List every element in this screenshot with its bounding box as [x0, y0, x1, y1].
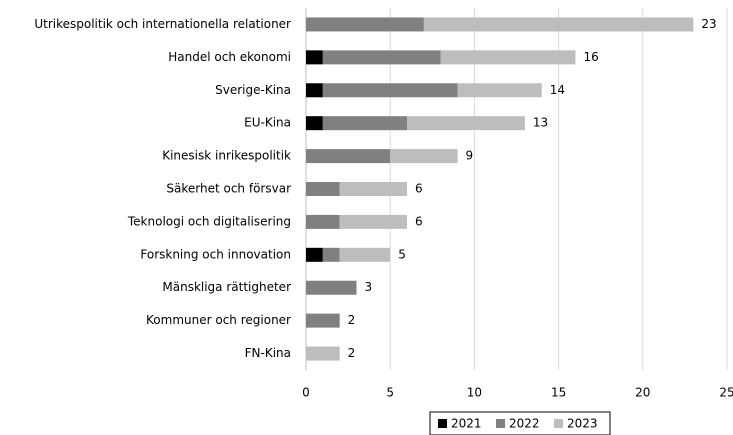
y-tick-label: Utrikespolitik och internationella relat… [34, 17, 291, 31]
bar-segment [306, 214, 340, 229]
y-tick-label: Forskning och innovation [140, 247, 291, 261]
total-label: 23 [701, 17, 716, 31]
bar-segment [306, 182, 340, 196]
bar-segment [339, 247, 391, 262]
y-tick-label: Säkerhet och försvar [166, 182, 291, 196]
legend-swatch [496, 419, 505, 428]
x-tick-label: 10 [467, 386, 482, 400]
y-tick-label: FN-Kina [245, 346, 291, 360]
bar-segment [339, 182, 408, 196]
bar-segment [322, 247, 340, 262]
bar-segment [306, 346, 340, 361]
legend-label: 2022 [509, 417, 540, 431]
bar-segment [440, 50, 576, 65]
bar-segment [390, 149, 458, 164]
total-label: 6 [415, 214, 423, 228]
total-label: 3 [365, 280, 373, 294]
y-tick-label: Sverige-Kina [215, 83, 291, 97]
bar-segment [306, 280, 357, 295]
total-label: 2 [348, 346, 356, 360]
x-tick-label: 20 [635, 386, 650, 400]
bar-segment [339, 214, 408, 229]
bar-segment [322, 50, 441, 65]
x-tick-label: 15 [551, 386, 566, 400]
total-label: 9 [466, 149, 474, 163]
legend-label: 2021 [451, 417, 482, 431]
bar-segment [306, 116, 323, 131]
bar-segment [306, 313, 340, 328]
y-tick-label: Handel och ekonomi [168, 50, 291, 64]
bar-segment [306, 17, 424, 32]
legend-box [429, 411, 611, 435]
bar-segment [322, 83, 458, 98]
bar-segment [306, 149, 391, 164]
bar-segment [306, 83, 323, 98]
total-label: 13 [533, 116, 548, 130]
bar-segment [322, 116, 408, 131]
y-tick-label: Kommuner och regioner [146, 313, 291, 327]
legend-swatch [438, 419, 447, 428]
x-tick-label: 25 [719, 386, 733, 400]
y-tick-label: Teknologi och digitalisering [127, 214, 291, 228]
bar-segment [423, 17, 694, 32]
bar-segment [306, 50, 323, 65]
total-label: 16 [583, 50, 598, 64]
legend-swatch [554, 419, 563, 428]
x-tick-label: 5 [386, 386, 394, 400]
total-label: 6 [415, 182, 423, 196]
y-tick-label: Mänskliga rättigheter [162, 280, 291, 294]
bar-segment [306, 247, 323, 262]
total-label: 14 [550, 83, 565, 97]
legend-label: 2023 [567, 417, 598, 431]
bar-segment [407, 116, 525, 131]
y-tick-label: Kinesisk inrikespolitik [162, 149, 291, 163]
total-label: 2 [348, 313, 356, 327]
y-tick-label: EU-Kina [244, 116, 291, 130]
total-label: 5 [398, 247, 406, 261]
bar-segment [457, 83, 542, 98]
x-tick-label: 0 [302, 386, 310, 400]
